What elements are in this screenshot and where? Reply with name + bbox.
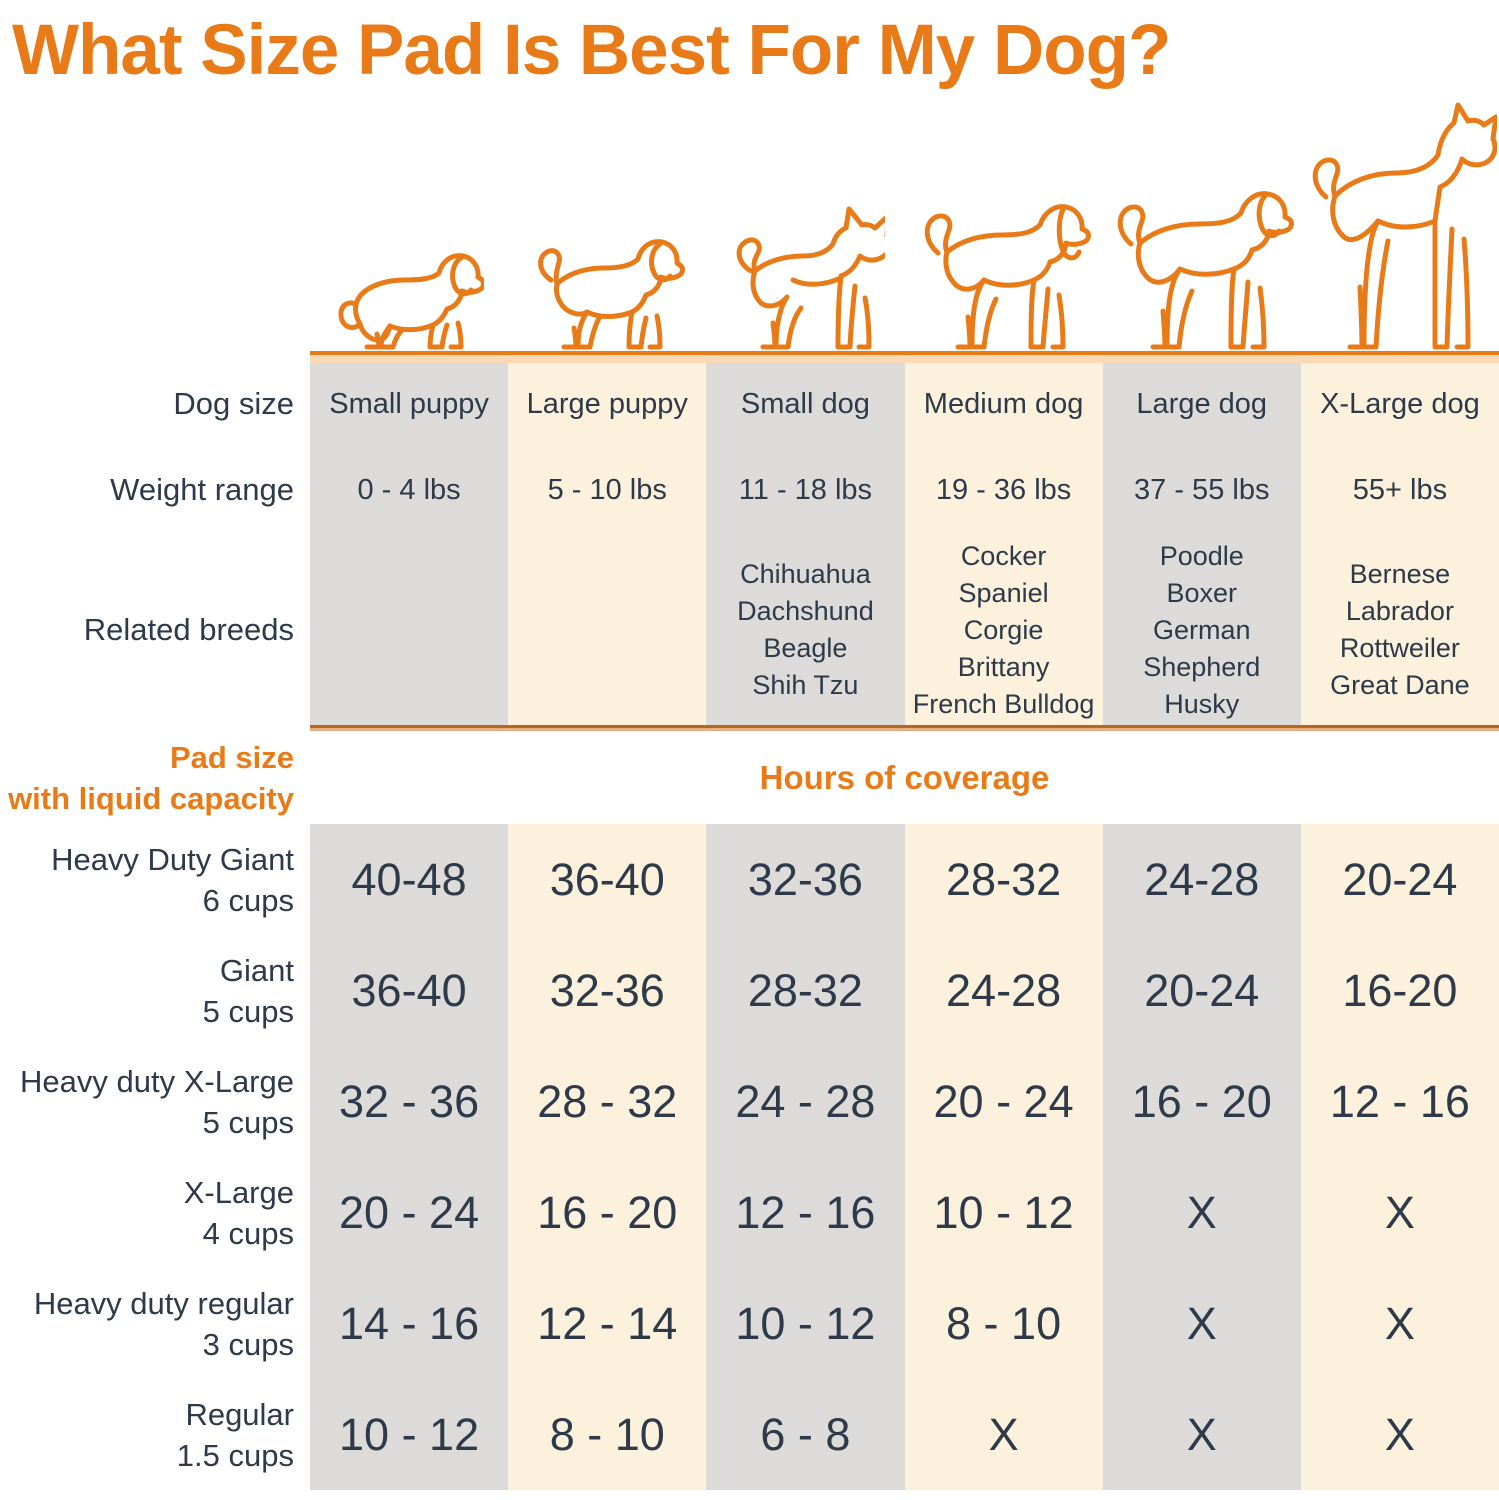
hours-cell: 40-48 [310, 824, 509, 935]
row-header-dog-size: Dog size [173, 386, 294, 421]
hours-cell: 8 - 10 [904, 1268, 1103, 1379]
dogs-row-spacer [0, 148, 310, 351]
pad-row-label: Regular 1.5 cups [176, 1396, 294, 1473]
breeds-cell: Bernese Labrador Rottweiler Great Dane [1300, 535, 1499, 725]
column-header-x-large-dog: X-Large dog [1300, 363, 1499, 445]
hours-cell: X [1102, 1268, 1301, 1379]
column-header-small-puppy: Small puppy [310, 363, 509, 445]
column-header-large-dog: Large dog [1102, 363, 1301, 445]
hours-cell: 16-20 [1300, 935, 1499, 1046]
hours-cell: 24-28 [904, 935, 1103, 1046]
hours-cell: X [1300, 1379, 1499, 1490]
hours-cell: X [1300, 1157, 1499, 1268]
row-header-related-breeds: Related breeds [83, 612, 294, 647]
pad-size-header: Pad size with liquid capacity [8, 740, 294, 816]
hours-cell: 36-40 [310, 935, 509, 1046]
peach-spacer [0, 355, 310, 363]
hours-cell: X [1102, 1379, 1301, 1490]
ground-line [310, 351, 1499, 355]
hours-cell: 36-40 [508, 824, 707, 935]
hours-cell: 20-24 [1102, 935, 1301, 1046]
breeds-cell [310, 535, 509, 725]
row-header-weight-range: Weight range [110, 472, 294, 507]
hours-cell: 28-32 [706, 935, 905, 1046]
hours-cell: X [904, 1379, 1103, 1490]
breeds-cell: Poodle Boxer German Shepherd Husky [1102, 535, 1301, 725]
pad-row-label: Heavy duty X-Large 5 cups [20, 1063, 294, 1140]
weight-cell: 0 - 4 lbs [310, 445, 509, 535]
weight-cell: 37 - 55 lbs [1102, 445, 1301, 535]
hours-cell: 10 - 12 [904, 1157, 1103, 1268]
small-dog-icon [737, 206, 886, 350]
pad-row-label: Giant 5 cups [202, 952, 294, 1029]
weight-cell: 55+ lbs [1300, 445, 1499, 535]
hours-cell: 14 - 16 [310, 1268, 509, 1379]
hours-cell: 16 - 20 [1102, 1046, 1301, 1157]
breeds-cell: Cocker Spaniel Corgie Brittany French Bu… [904, 535, 1103, 725]
hours-cell: X [1102, 1157, 1301, 1268]
hours-cell: 28-32 [904, 824, 1103, 935]
hours-cell: 32-36 [706, 824, 905, 935]
section-divider [310, 725, 1499, 732]
hours-cell: 28 - 32 [508, 1046, 707, 1157]
column-header-medium-dog: Medium dog [904, 363, 1103, 445]
hours-cell: 32 - 36 [310, 1046, 509, 1157]
weight-cell: 11 - 18 lbs [706, 445, 905, 535]
hours-cell: 24 - 28 [706, 1046, 905, 1157]
ground-line-shadow [310, 355, 1499, 363]
hours-cell: 8 - 10 [508, 1379, 707, 1490]
large-puppy-icon [538, 239, 686, 350]
hours-cell: 12 - 16 [706, 1157, 905, 1268]
hours-cell: 20 - 24 [904, 1046, 1103, 1157]
weight-cell: 5 - 10 lbs [508, 445, 707, 535]
hours-cell: 10 - 12 [706, 1268, 905, 1379]
column-header-small-dog: Small dog [706, 363, 905, 445]
hours-cell: 20-24 [1300, 824, 1499, 935]
divider-spacer [0, 725, 310, 732]
breeds-cell [508, 535, 707, 725]
pad-row-label: Heavy duty regular 3 cups [33, 1285, 294, 1362]
size-table: Dog size Small puppy Large puppy Small d… [0, 102, 1499, 1490]
pad-row-label: Heavy Duty Giant 6 cups [51, 841, 294, 918]
page-title: What Size Pad Is Best For My Dog? [12, 11, 1171, 90]
hours-cell: 6 - 8 [706, 1379, 905, 1490]
hours-cell: X [1300, 1268, 1499, 1379]
pad-row-label: X-Large 4 cups [183, 1174, 294, 1251]
breeds-cell: Chihuahua Dachshund Beagle Shih Tzu [706, 535, 905, 725]
hours-cell: 24-28 [1102, 824, 1301, 935]
hours-cell: 12 - 14 [508, 1268, 707, 1379]
hours-cell: 20 - 24 [310, 1157, 509, 1268]
column-header-large-puppy: Large puppy [508, 363, 707, 445]
large-dog-icon [1117, 191, 1295, 350]
hours-cell: 32-36 [508, 935, 707, 1046]
small-puppy-icon [338, 253, 485, 350]
hours-cell: 16 - 20 [508, 1157, 707, 1268]
hours-cell: 10 - 12 [310, 1379, 509, 1490]
weight-cell: 19 - 36 lbs [904, 445, 1103, 535]
hours-cell: 12 - 16 [1300, 1046, 1499, 1157]
hours-of-coverage-header: Hours of coverage [759, 759, 1050, 796]
x-large-dog-icon [1313, 102, 1498, 350]
medium-dog-icon [924, 204, 1092, 350]
